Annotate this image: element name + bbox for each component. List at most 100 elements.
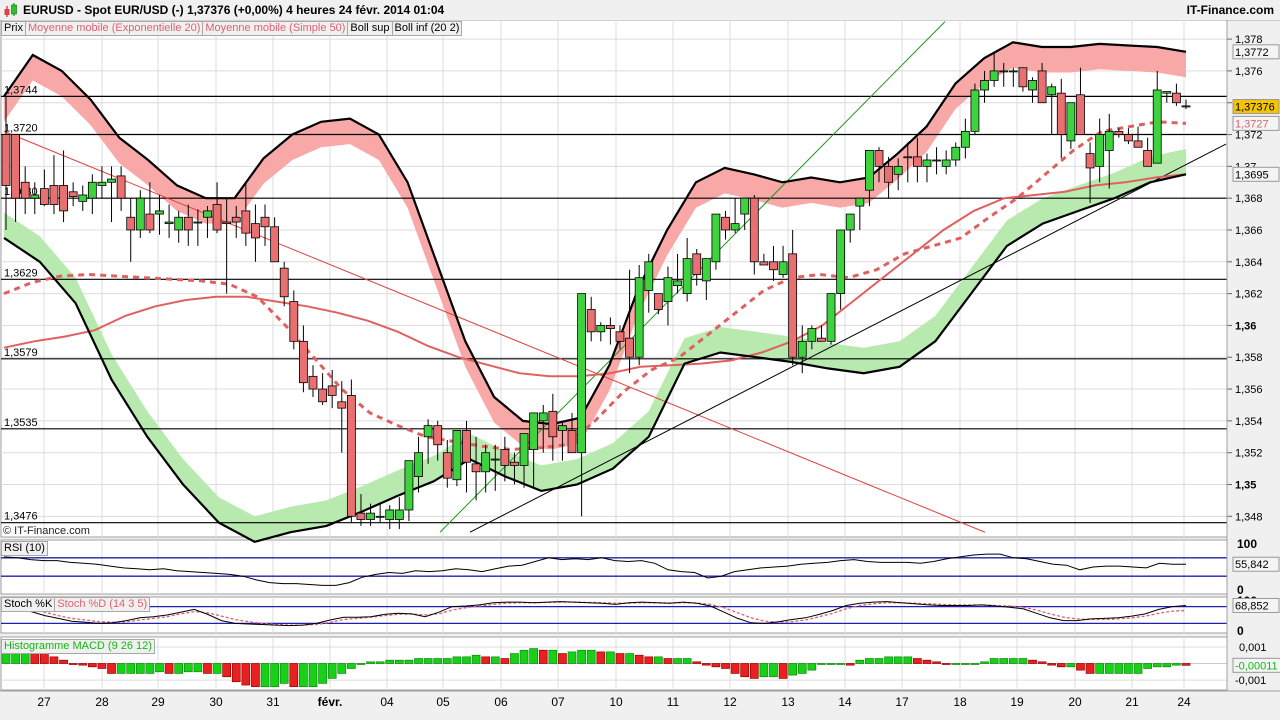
candle[interactable] <box>586 309 596 333</box>
candle[interactable] <box>1124 134 1133 142</box>
candle[interactable] <box>922 159 932 167</box>
candle[interactable] <box>1085 153 1095 169</box>
candle[interactable] <box>356 512 366 520</box>
candle[interactable] <box>490 458 500 461</box>
candle[interactable] <box>327 385 337 396</box>
candle[interactable] <box>481 452 491 473</box>
legend-macd[interactable]: Histogramme MACD (9 26 12) <box>1 639 155 654</box>
candle[interactable] <box>203 210 212 218</box>
candle[interactable] <box>241 210 251 234</box>
candle[interactable] <box>1095 134 1105 167</box>
candle[interactable] <box>884 165 894 183</box>
candle[interactable] <box>116 175 126 199</box>
chart-canvas[interactable]: 27 28 29 30 31 févr. 04 05 06 07 10 11 12 13 14 17 18 19 2… <box>0 20 1280 720</box>
candle[interactable] <box>855 197 865 207</box>
candle[interactable] <box>538 412 548 422</box>
candle[interactable] <box>778 261 788 275</box>
candle[interactable] <box>577 293 587 454</box>
candle[interactable] <box>797 340 807 358</box>
uptrend-line[interactable] <box>469 143 1227 533</box>
candle[interactable] <box>231 216 241 223</box>
candle[interactable] <box>529 412 539 450</box>
candle[interactable] <box>346 395 356 517</box>
legend-stoch-d[interactable]: Stoch %D (14 3 5) <box>55 597 151 612</box>
candle[interactable] <box>519 433 529 466</box>
candle[interactable] <box>145 213 155 231</box>
candle[interactable] <box>989 70 999 81</box>
candle[interactable] <box>740 197 750 215</box>
candle[interactable] <box>980 80 989 91</box>
candle[interactable] <box>941 159 951 167</box>
candle[interactable] <box>817 337 826 342</box>
candle[interactable] <box>596 325 606 333</box>
candle[interactable] <box>337 401 347 409</box>
candle[interactable] <box>1172 92 1181 104</box>
candle[interactable] <box>1047 86 1057 96</box>
candle[interactable] <box>951 146 961 161</box>
candle[interactable] <box>807 328 817 342</box>
candle[interactable] <box>970 89 980 132</box>
candle[interactable] <box>749 197 759 263</box>
candle[interactable] <box>20 181 30 199</box>
candle[interactable] <box>1162 91 1172 94</box>
candle[interactable] <box>423 425 433 438</box>
candle[interactable] <box>605 325 615 330</box>
legend-prix[interactable]: Prix <box>1 21 26 36</box>
candle[interactable] <box>826 293 836 342</box>
legend-stoch-k[interactable]: Stoch %K <box>1 597 56 612</box>
candle[interactable] <box>1076 94 1085 135</box>
candle[interactable] <box>692 253 702 275</box>
candle[interactable] <box>730 223 740 231</box>
candle[interactable] <box>183 216 193 231</box>
candle[interactable] <box>711 213 721 263</box>
candle[interactable] <box>212 204 222 231</box>
candle[interactable] <box>375 515 385 518</box>
candle[interactable] <box>1 134 11 186</box>
candle[interactable] <box>251 223 260 239</box>
candle[interactable] <box>663 277 673 302</box>
legend-rsi[interactable]: RSI (10) <box>1 541 48 556</box>
candle[interactable] <box>222 221 232 225</box>
candle[interactable] <box>49 185 59 205</box>
candle[interactable] <box>279 267 289 298</box>
candle[interactable] <box>912 156 922 167</box>
candle[interactable] <box>673 280 682 287</box>
candle[interactable] <box>548 410 558 438</box>
candle[interactable] <box>960 130 970 148</box>
candle[interactable] <box>155 210 164 215</box>
candle[interactable] <box>865 150 874 191</box>
candle[interactable] <box>558 425 567 431</box>
candle[interactable] <box>193 221 203 224</box>
candle[interactable] <box>59 185 68 212</box>
candle[interactable] <box>68 191 78 197</box>
candle[interactable] <box>126 216 136 231</box>
candle[interactable] <box>701 258 711 282</box>
candle[interactable] <box>471 463 481 473</box>
candle[interactable] <box>634 277 644 358</box>
candle[interactable] <box>1066 102 1076 142</box>
candle[interactable] <box>903 156 913 159</box>
candle[interactable] <box>759 261 769 266</box>
candle[interactable] <box>462 430 471 463</box>
candle[interactable] <box>289 301 299 342</box>
candle[interactable] <box>11 134 20 199</box>
candle[interactable] <box>394 509 404 520</box>
downtrend-line[interactable] <box>3 130 986 533</box>
legend-boll-sup[interactable]: Boll sup <box>348 21 393 36</box>
legend-ema20[interactable]: Moyenne mobile (Exponentielle 20) <box>25 21 204 36</box>
candle[interactable] <box>510 461 519 466</box>
candle[interactable] <box>1008 70 1018 73</box>
candle[interactable] <box>318 388 327 403</box>
candle[interactable] <box>366 512 375 520</box>
candle[interactable] <box>999 70 1009 73</box>
candle[interactable] <box>414 452 423 477</box>
candle[interactable] <box>845 213 855 231</box>
candle[interactable] <box>30 194 40 199</box>
candle[interactable] <box>567 430 577 454</box>
candle[interactable] <box>452 430 462 481</box>
candle[interactable] <box>78 194 88 202</box>
candle[interactable] <box>1114 130 1124 135</box>
candle[interactable] <box>135 197 145 231</box>
candle[interactable] <box>404 460 414 511</box>
candle[interactable] <box>1056 92 1066 135</box>
